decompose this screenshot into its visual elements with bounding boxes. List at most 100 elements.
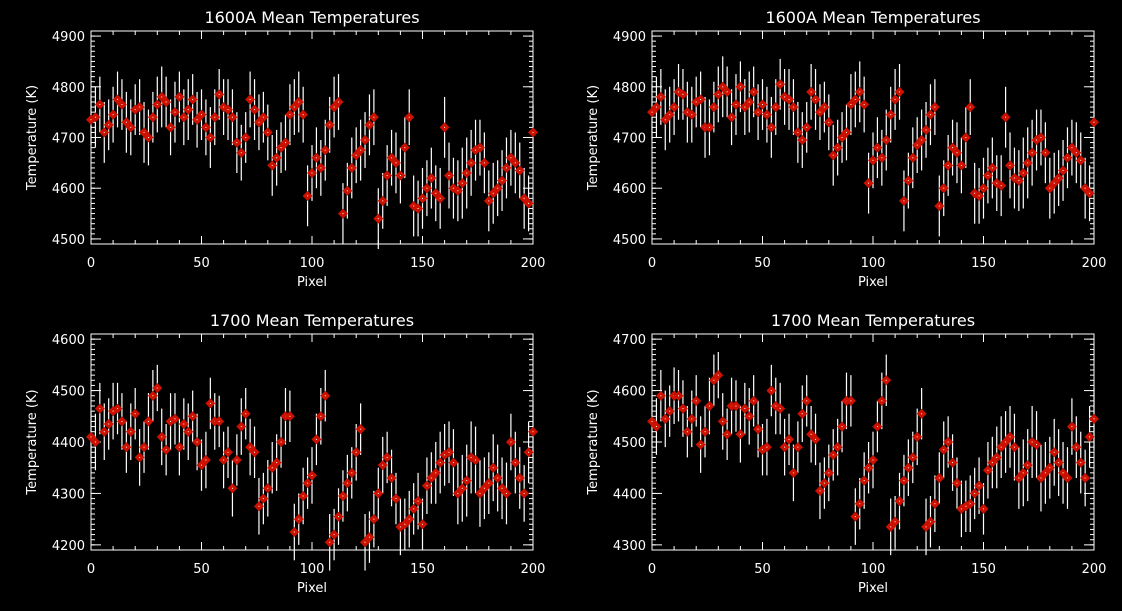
x-tick-label: 100 — [861, 562, 886, 577]
data-point-center — [488, 200, 490, 202]
data-point-center — [117, 98, 119, 100]
data-point-center — [320, 415, 322, 417]
data-point-center — [965, 137, 967, 138]
data-point-center — [262, 498, 264, 500]
data-point-center — [863, 480, 865, 482]
data-point-center — [134, 109, 136, 111]
data-point-center — [174, 418, 176, 420]
data-point-center — [686, 111, 688, 113]
panel-top-right: 1600A Mean Temperatures 0 50 100 150 200 4500 4… — [586, 8, 1106, 290]
data-point-center — [391, 477, 393, 479]
data-point-center — [156, 387, 158, 389]
data-point-center — [510, 441, 512, 443]
data-point-center — [475, 149, 477, 151]
data-point-center — [881, 400, 883, 402]
data-point-center — [1044, 472, 1046, 474]
chart-title: 1600A Mean Temperatures — [765, 8, 980, 27]
data-point-center — [1018, 477, 1020, 479]
data-point-center — [1000, 185, 1002, 187]
data-point-center — [660, 395, 662, 397]
data-point-center — [1049, 187, 1051, 189]
data-point-center — [1000, 446, 1002, 448]
data-point-center — [492, 467, 494, 469]
data-point-center — [819, 111, 821, 113]
data-point-center — [444, 454, 446, 456]
data-point-center — [417, 208, 419, 209]
y-tick-label: 4600 — [613, 182, 646, 197]
data-point-center — [417, 500, 419, 502]
data-point-center — [311, 474, 313, 476]
data-point-center — [209, 137, 211, 138]
data-point-center — [139, 456, 141, 458]
data-point-center — [695, 400, 697, 402]
data-point-center — [156, 104, 158, 106]
data-point-center — [258, 505, 260, 507]
data-point-center — [117, 408, 119, 410]
data-point-center — [249, 446, 251, 448]
data-point-center — [952, 462, 954, 464]
data-point-center — [757, 111, 759, 113]
data-point-center — [1080, 462, 1082, 464]
data-point-center — [894, 521, 896, 523]
data-point-center — [682, 408, 684, 410]
chart-title: 1600A Mean Temperatures — [204, 8, 419, 27]
data-point-center — [399, 526, 401, 528]
data-point-center — [682, 93, 684, 95]
data-point-center — [797, 131, 799, 133]
data-point-center — [797, 446, 799, 448]
data-point-center — [315, 438, 317, 440]
y-tick-label: 4800 — [613, 81, 646, 96]
y-tick-label: 4600 — [52, 333, 85, 348]
data-point-center — [938, 477, 940, 479]
data-point-center — [921, 413, 923, 415]
data-point-center — [929, 114, 931, 116]
data-point-center — [342, 495, 344, 497]
data-point-center — [227, 451, 229, 453]
data-point-center — [391, 157, 393, 159]
data-point-center — [231, 116, 233, 118]
data-point-center — [938, 205, 940, 207]
data-point-center — [276, 157, 278, 159]
y-tick-label: 4700 — [613, 132, 646, 147]
x-tick-label: 50 — [193, 562, 210, 577]
data-point-center — [519, 169, 521, 171]
data-point-center — [488, 482, 490, 484]
data-point-center — [779, 408, 781, 410]
data-point-center — [192, 98, 194, 100]
data-point-center — [1013, 446, 1015, 448]
x-tick-label: 200 — [521, 562, 546, 577]
data-point-center — [209, 402, 211, 404]
x-tick-label: 100 — [300, 562, 325, 577]
data-point-center — [196, 119, 198, 121]
data-point-center — [205, 126, 207, 128]
data-point-center — [996, 456, 998, 458]
data-point-center — [479, 147, 481, 149]
y-axis-label: Temperature (K) — [586, 85, 601, 191]
data-point-center — [837, 147, 839, 149]
data-point-center — [863, 104, 865, 106]
data-point-center — [1071, 426, 1073, 428]
data-point-center — [762, 449, 763, 451]
data-point-center — [121, 420, 123, 422]
data-point-center — [810, 91, 812, 93]
data-point-center — [748, 415, 750, 417]
data-point-center — [1031, 441, 1033, 443]
data-point-center — [483, 162, 485, 164]
data-point-center — [382, 464, 384, 466]
data-point-center — [965, 505, 967, 507]
data-point-center — [360, 428, 362, 430]
data-point-center — [726, 433, 728, 435]
data-point-center — [815, 438, 817, 440]
data-point-center — [655, 426, 657, 428]
data-point-center — [739, 86, 741, 88]
data-point-center — [439, 197, 441, 199]
data-point-center — [691, 418, 693, 420]
data-point-center — [143, 131, 145, 133]
x-tick-label: 100 — [300, 256, 325, 271]
y-tick-label: 4900 — [613, 30, 646, 45]
data-point-center — [514, 462, 516, 464]
y-tick-label: 4700 — [52, 132, 85, 147]
data-point-center — [1080, 159, 1082, 161]
data-point-center — [289, 114, 291, 116]
data-point-center — [655, 106, 657, 108]
